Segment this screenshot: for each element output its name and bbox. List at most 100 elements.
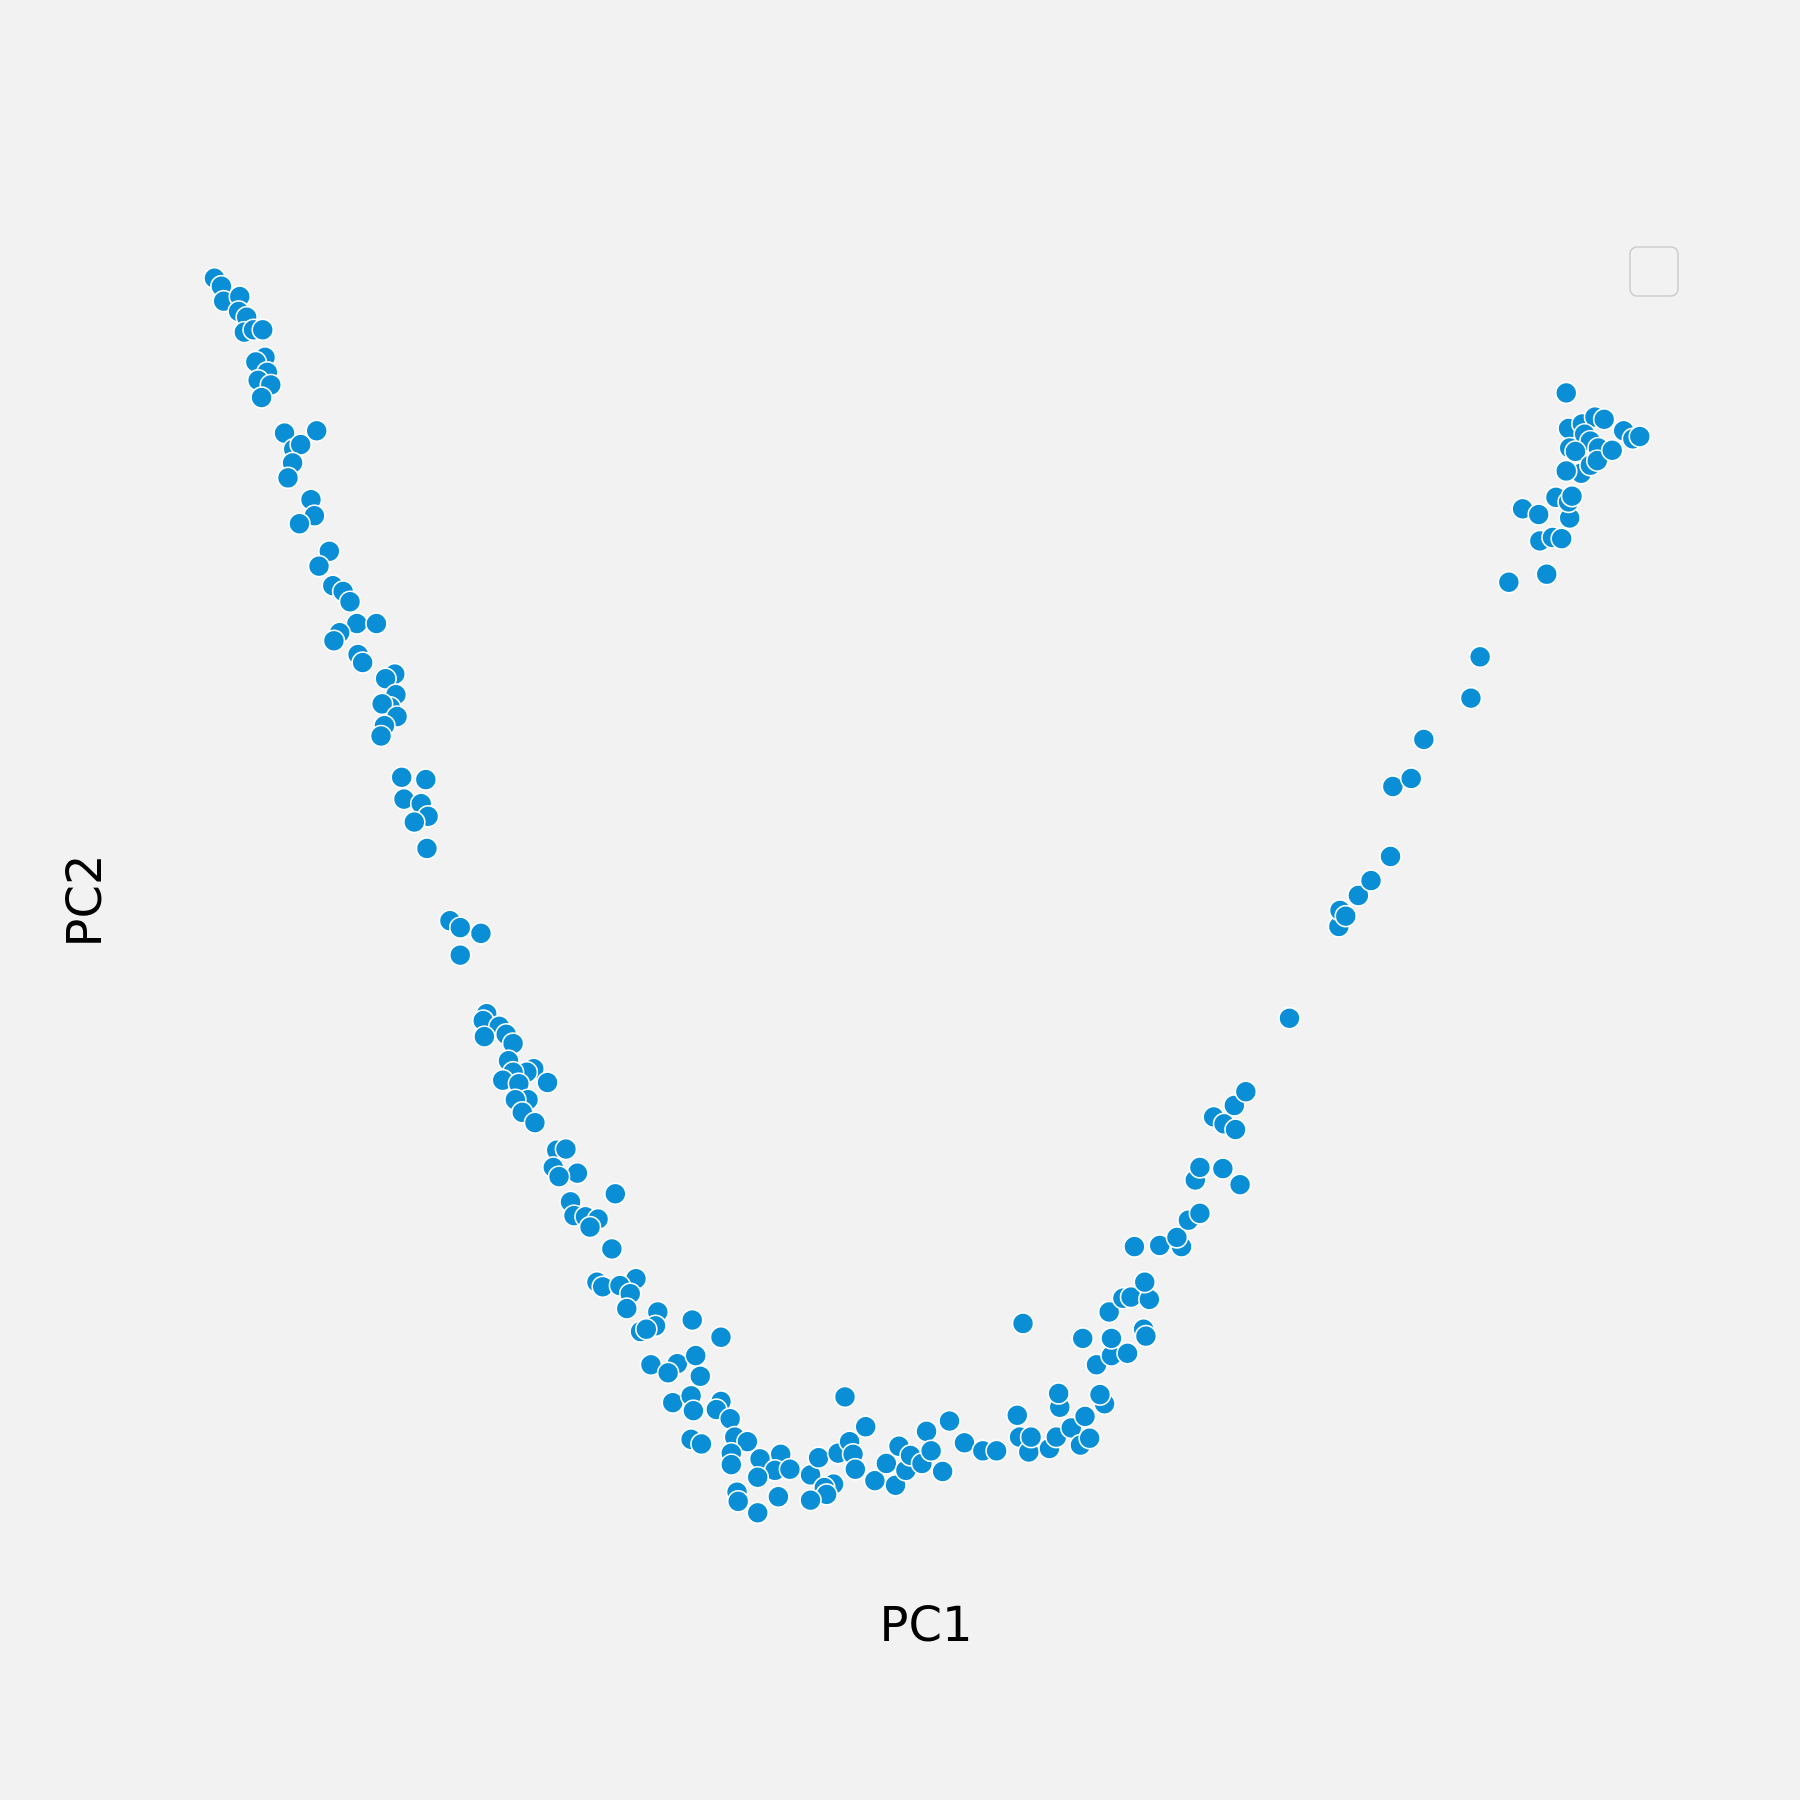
point — [1005, 1403, 1029, 1427]
point — [448, 943, 472, 967]
point — [1564, 440, 1587, 463]
point — [736, 1430, 759, 1453]
point — [251, 318, 275, 342]
point — [915, 1420, 938, 1443]
point — [726, 1490, 750, 1513]
point — [415, 837, 439, 860]
point — [414, 768, 438, 791]
point — [369, 724, 393, 748]
point — [746, 1501, 770, 1525]
point — [709, 1325, 733, 1349]
point — [844, 1457, 867, 1481]
point — [1600, 439, 1624, 462]
point — [547, 1165, 571, 1188]
point — [854, 1415, 877, 1439]
point — [1078, 1426, 1101, 1450]
point — [1019, 1425, 1043, 1449]
point — [1550, 527, 1573, 550]
point — [1459, 686, 1483, 710]
point — [250, 386, 273, 409]
point — [635, 1317, 658, 1341]
point — [288, 512, 311, 536]
point — [390, 766, 413, 789]
point — [1165, 1226, 1189, 1249]
point — [1073, 1405, 1097, 1428]
legend-box — [1629, 246, 1679, 297]
point — [365, 612, 388, 635]
point — [1560, 484, 1584, 508]
point — [1100, 1327, 1123, 1350]
point — [604, 1182, 627, 1206]
point — [938, 1409, 961, 1433]
point — [720, 1453, 743, 1476]
point — [370, 692, 394, 716]
point — [684, 1344, 708, 1367]
point — [305, 419, 329, 443]
point — [554, 1137, 578, 1161]
point — [1535, 562, 1559, 586]
point — [1188, 1156, 1212, 1179]
point — [1527, 503, 1550, 526]
point — [351, 651, 374, 674]
point — [1592, 408, 1616, 431]
point — [276, 466, 300, 490]
point — [1133, 1270, 1157, 1294]
point — [1234, 1080, 1258, 1104]
point — [833, 1385, 857, 1409]
point — [615, 1297, 639, 1320]
point — [403, 810, 426, 834]
point — [1554, 381, 1578, 405]
point — [536, 1071, 559, 1094]
x-axis-label: PC1 — [880, 1597, 973, 1653]
point — [1412, 728, 1436, 751]
point — [1399, 767, 1423, 790]
point — [1123, 1235, 1146, 1258]
point — [778, 1457, 802, 1481]
point — [680, 1308, 704, 1332]
point — [1224, 1118, 1247, 1141]
point — [931, 1460, 954, 1483]
point — [1134, 1324, 1158, 1348]
point — [566, 1161, 589, 1185]
point — [1359, 869, 1383, 892]
point — [875, 1452, 898, 1475]
point — [469, 922, 493, 945]
point — [1278, 1006, 1301, 1030]
point — [374, 667, 397, 690]
point — [1211, 1157, 1235, 1180]
point — [690, 1432, 713, 1456]
point — [985, 1439, 1008, 1463]
point — [1628, 425, 1652, 448]
point — [448, 916, 472, 939]
point — [578, 1215, 602, 1239]
point — [322, 629, 346, 653]
point — [1188, 1202, 1212, 1225]
point — [1088, 1383, 1112, 1406]
point — [307, 554, 331, 578]
point — [1071, 1327, 1095, 1350]
point — [1097, 1300, 1121, 1324]
y-axis-label: PC2 — [57, 855, 113, 948]
point — [1468, 645, 1492, 669]
point — [1116, 1342, 1139, 1365]
point — [1554, 459, 1578, 483]
point — [718, 1407, 742, 1431]
point — [746, 1465, 770, 1489]
point — [473, 1025, 496, 1048]
point — [919, 1439, 943, 1463]
point — [1011, 1312, 1035, 1335]
point — [689, 1364, 712, 1388]
point — [799, 1488, 822, 1512]
point — [523, 1111, 547, 1134]
point — [1334, 904, 1358, 928]
point — [1347, 884, 1370, 907]
point — [682, 1399, 705, 1422]
point — [656, 1361, 680, 1385]
point — [1228, 1173, 1252, 1196]
point — [1497, 570, 1521, 594]
point — [807, 1446, 830, 1470]
point — [338, 590, 362, 614]
